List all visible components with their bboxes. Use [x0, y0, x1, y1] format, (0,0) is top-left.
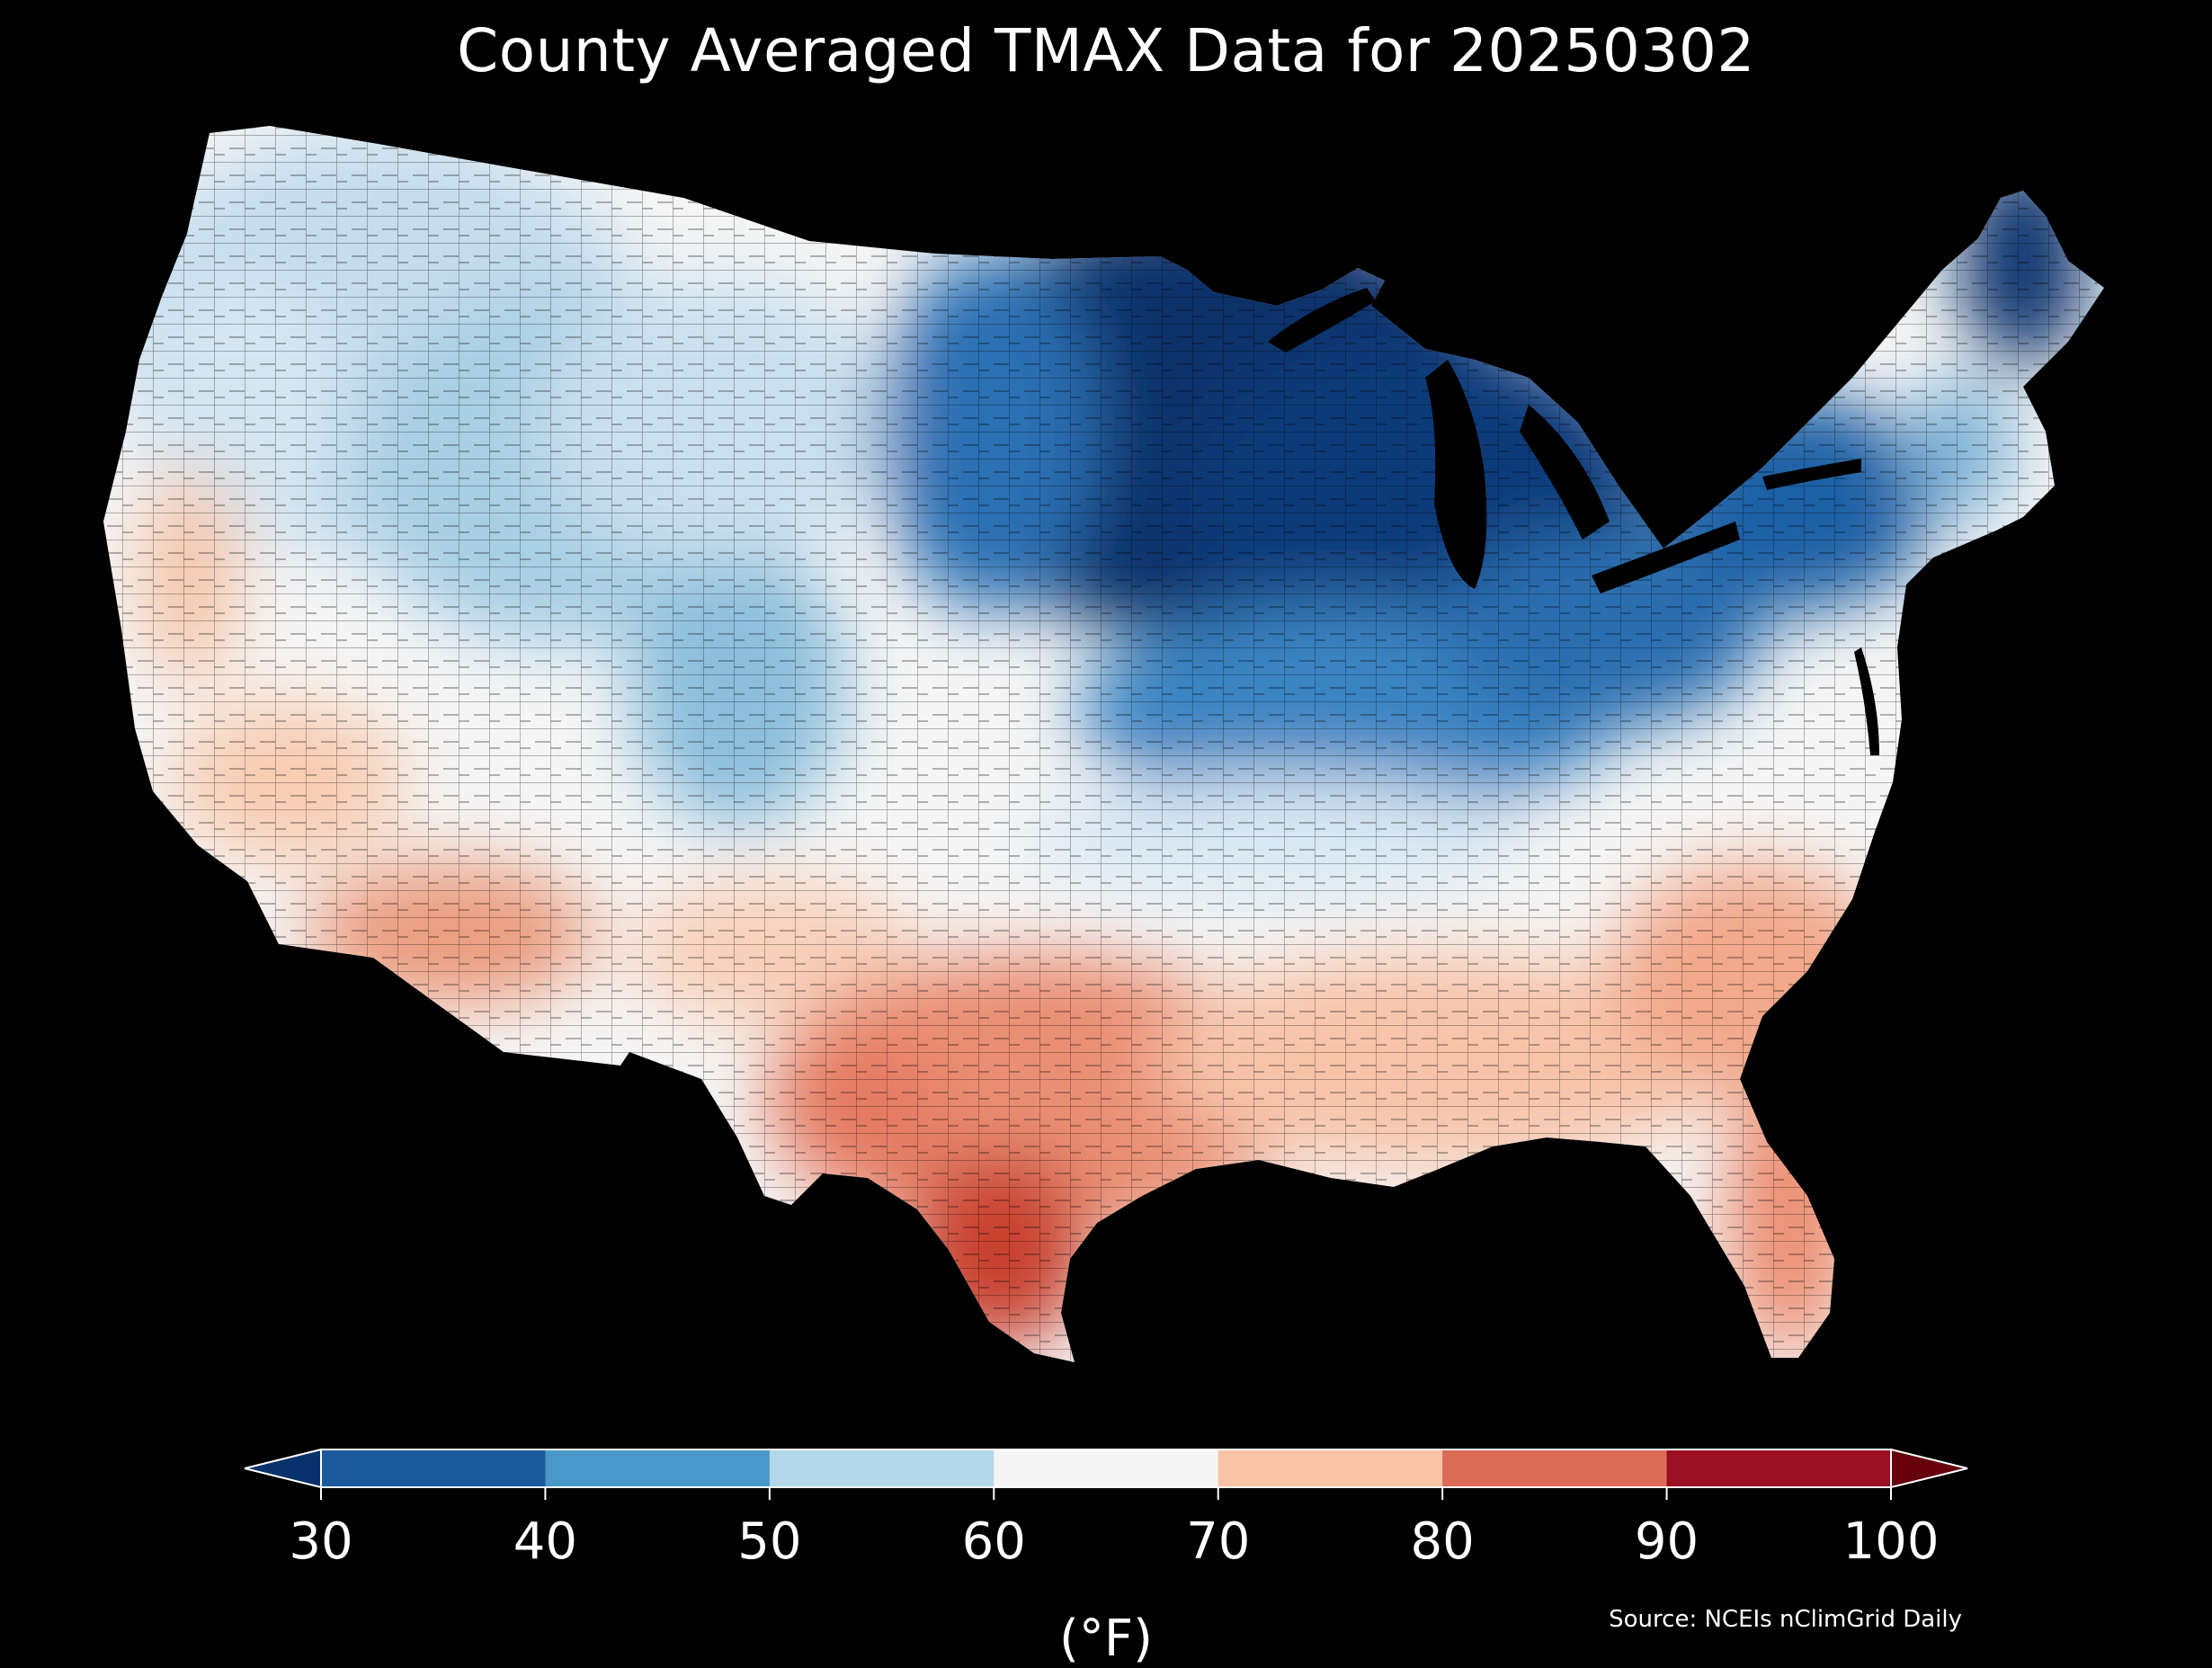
- colorbar-segment: [321, 1449, 546, 1487]
- colorbar-tick-label: 90: [1634, 1512, 1699, 1571]
- colorbar-tick-label: 70: [1186, 1512, 1251, 1571]
- colorbar-extend-low: [244, 1448, 322, 1489]
- colorbar-segment: [1666, 1449, 1892, 1487]
- colorbar-tick-label: 80: [1410, 1512, 1475, 1571]
- us-county-map: [103, 126, 2104, 1362]
- colorbar-tick-label: 100: [1842, 1512, 1940, 1571]
- colorbar-tick-label: 40: [513, 1512, 578, 1571]
- colorbar-segment: [1217, 1449, 1443, 1487]
- colorbar-tick-label: 30: [289, 1512, 353, 1571]
- colorbar-tick-label: 50: [737, 1512, 802, 1571]
- map-title: County Averaged TMAX Data for 20250302: [457, 16, 1755, 85]
- colorbar-tick-label: 60: [961, 1512, 1026, 1571]
- colorbar-unit-label: (°F): [1059, 1610, 1153, 1668]
- colorbar-segment: [545, 1449, 771, 1487]
- colorbar-segment: [994, 1449, 1219, 1487]
- colorbar-segment: [769, 1449, 995, 1487]
- source-note: Source: NCEIs nClimGrid Daily: [1609, 1606, 1962, 1633]
- colorbar-segment: [1442, 1449, 1668, 1487]
- colorbar-extend-high: [1890, 1448, 1968, 1489]
